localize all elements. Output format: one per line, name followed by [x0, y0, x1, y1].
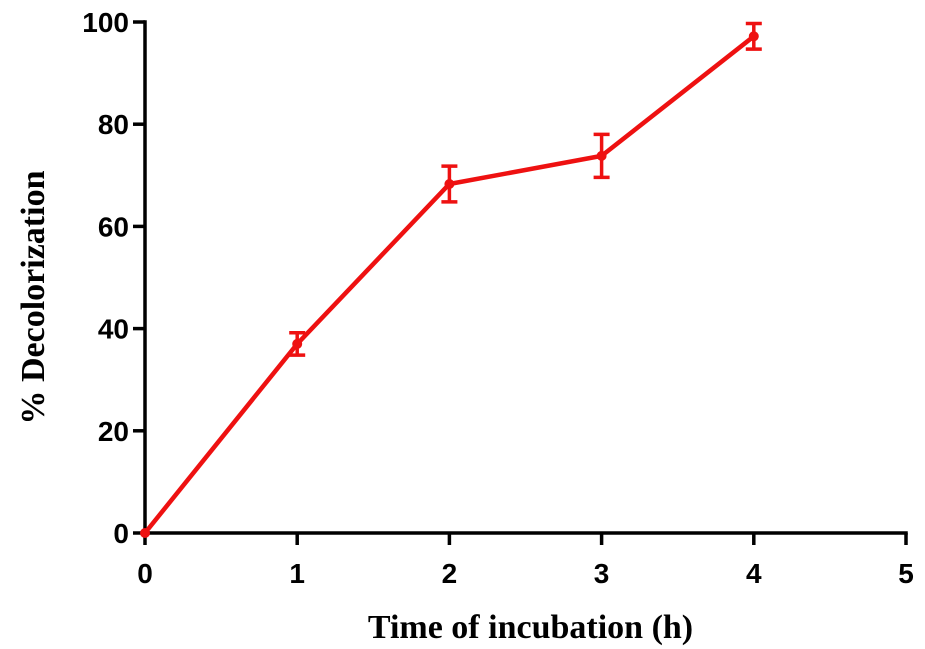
y-tick-label: 40: [98, 314, 129, 345]
data-point: [444, 178, 455, 189]
y-axis-title: % Decolorization: [15, 170, 52, 424]
y-tick-label: 0: [113, 518, 129, 549]
y-tick-label: 100: [82, 7, 129, 38]
y-tick-label: 20: [98, 416, 129, 447]
data-point: [596, 150, 607, 161]
x-tick-label: 0: [137, 558, 153, 589]
series-layer: [140, 21, 762, 538]
y-axis-ticks: 0 20 40 60 80 100: [82, 7, 145, 549]
x-tick-label: 2: [442, 558, 458, 589]
data-point: [292, 338, 303, 349]
x-tick-label: 1: [289, 558, 305, 589]
x-axis-title: Time of incubation (h): [368, 609, 693, 646]
y-tick-label: 60: [98, 211, 129, 242]
x-tick-label: 4: [746, 558, 762, 589]
x-axis-ticks: 0 1 2 3 4 5: [137, 533, 914, 589]
x-tick-label: 5: [898, 558, 914, 589]
data-point: [748, 31, 759, 42]
x-tick-label: 3: [594, 558, 610, 589]
data-point: [140, 528, 150, 538]
y-tick-label: 80: [98, 109, 129, 140]
series-line: [143, 34, 756, 535]
